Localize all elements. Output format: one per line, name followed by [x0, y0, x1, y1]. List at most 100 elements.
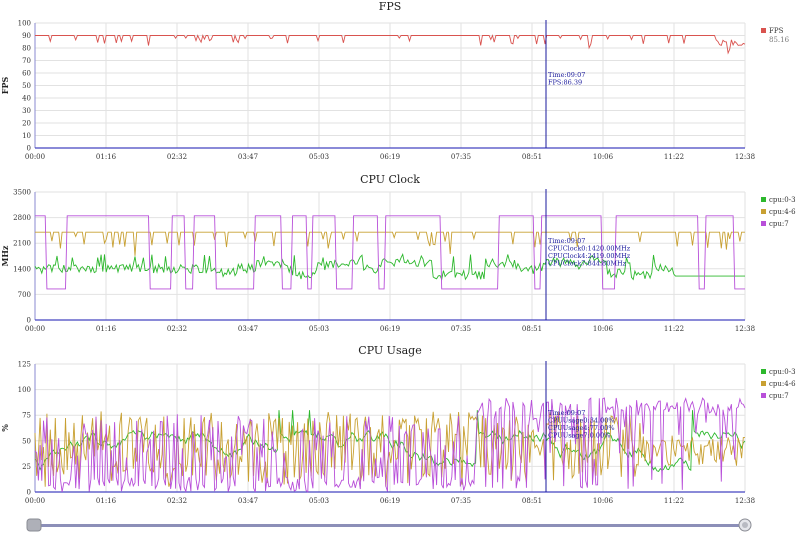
y-tick-label: 80: [22, 45, 31, 53]
legend-label: cpu:0-3: [769, 368, 796, 376]
cursor-readout-line: Time:09:07: [548, 237, 585, 245]
legend-swatch[interactable]: [761, 393, 766, 398]
chart-title: CPU Usage: [358, 344, 421, 357]
x-tick-label: 02:32: [167, 153, 187, 161]
x-tick-label: 10:06: [593, 497, 614, 505]
x-tick-label: 05:03: [309, 497, 329, 505]
y-tick-label: 3500: [13, 189, 31, 197]
cursor-readout-line: CPUUsage7:0.00%: [548, 432, 610, 440]
y-tick-label: 700: [18, 291, 31, 299]
y-tick-label: 0: [27, 145, 31, 153]
x-tick-label: 01:16: [96, 497, 117, 505]
y-tick-label: 2100: [13, 240, 31, 248]
x-tick-label: 05:03: [309, 325, 329, 333]
legend-label: cpu:4-6: [769, 380, 796, 388]
x-tick-label: 11:22: [664, 153, 684, 161]
x-tick-label: 12:38: [735, 497, 755, 505]
legend-swatch[interactable]: [761, 197, 766, 202]
y-tick-label: 100: [18, 20, 31, 28]
chart-panel-cpu-clock: CPU Clock 0 700 1400 2100 2800 3500 00:00 01:16 0…: [0, 173, 796, 333]
x-tick-label: 06:19: [380, 325, 400, 333]
x-tick-label: 05:03: [309, 153, 329, 161]
legend-swatch[interactable]: [761, 381, 766, 386]
x-tick-label: 00:00: [25, 325, 45, 333]
y-tick-label: 0: [27, 489, 31, 497]
x-tick-label: 08:51: [522, 325, 542, 333]
cursor-readout-line: CPUClock7:844.80MHz: [548, 260, 627, 268]
legend-label: cpu:4-6: [769, 208, 796, 216]
y-tick-label: 90: [22, 32, 31, 40]
cursor-readout-line: Time:09:07: [548, 409, 585, 417]
y-tick-label: 40: [22, 95, 31, 103]
legend-swatch[interactable]: [761, 28, 766, 33]
y-tick-label: 30: [22, 107, 31, 115]
x-tick-label: 08:51: [522, 497, 542, 505]
y-tick-label: 0: [27, 317, 31, 325]
slider-end-handle-grip: [742, 522, 748, 528]
series-line-cpu-4-6: [35, 231, 745, 256]
slider-start-handle[interactable]: [26, 518, 42, 532]
legend-label: cpu:0-3: [769, 196, 796, 204]
series-line-FPS: [35, 33, 746, 55]
chart-title: FPS: [379, 0, 402, 13]
chart-title: CPU Clock: [360, 173, 420, 186]
x-tick-label: 07:35: [451, 153, 471, 161]
y-tick-label: 1400: [13, 265, 31, 273]
y-tick-label: 10: [22, 132, 31, 140]
cursor-readout-line: CPUClock0:1420.00MHz: [548, 245, 631, 253]
x-tick-label: 07:35: [451, 497, 471, 505]
cursor-readout-line: CPUUsage4:77.00%: [548, 424, 615, 432]
legend-label: cpu:7: [769, 392, 789, 400]
cursor-readout-line: CPUClock4:2419.00MHz: [548, 252, 631, 260]
x-tick-label: 03:47: [238, 325, 258, 333]
series-line-cpu-7: [34, 397, 746, 494]
y-axis-label: FPS: [0, 77, 10, 95]
y-tick-label: 60: [22, 70, 31, 78]
chart-panel-cpu-usage: CPU Usage 0 25 50 75 100 125 00:00 01:16 02:32 03:…: [0, 344, 796, 505]
x-tick-label: 10:06: [593, 325, 614, 333]
legend-swatch[interactable]: [761, 209, 766, 214]
x-tick-label: 03:47: [238, 497, 258, 505]
x-tick-label: 11:22: [664, 325, 684, 333]
x-tick-label: 01:16: [96, 325, 117, 333]
gridlines: [34, 191, 746, 321]
slider-track[interactable]: [31, 524, 749, 527]
x-tick-label: 03:47: [238, 153, 258, 161]
y-axis-label: MHz: [0, 245, 10, 266]
x-tick-label: 06:19: [380, 497, 400, 505]
x-tick-label: 02:32: [167, 325, 187, 333]
timeline-slider[interactable]: [26, 518, 752, 532]
y-tick-label: 50: [22, 437, 31, 445]
x-tick-label: 00:00: [25, 497, 45, 505]
x-tick-label: 01:16: [96, 153, 117, 161]
y-tick-label: 20: [22, 120, 31, 128]
legend-swatch[interactable]: [761, 369, 766, 374]
x-tick-label: 10:06: [593, 153, 614, 161]
chart-panel-fps: FPS 0 10 20 30 40 50 60 70 80 90 100 00:00 01:16 02:32…: [0, 0, 790, 161]
y-tick-label: 2800: [13, 214, 31, 222]
cursor-readout-line: FPS:86.39: [548, 79, 582, 87]
y-tick-label: 75: [22, 412, 31, 420]
y-tick-label: 125: [18, 361, 31, 369]
x-tick-label: 07:35: [451, 325, 471, 333]
x-tick-label: 00:00: [25, 153, 45, 161]
x-tick-label: 06:19: [380, 153, 400, 161]
y-tick-label: 25: [22, 463, 31, 471]
series-line-cpu-7: [35, 215, 745, 290]
cursor-readout-line: CPUUsage0:34.00%: [548, 417, 615, 425]
legend-label: FPS: [769, 27, 784, 35]
series-line-cpu-0-3: [34, 253, 745, 282]
y-tick-label: 50: [22, 82, 31, 90]
legend-label: cpu:7: [769, 220, 789, 228]
y-tick-label: 70: [22, 57, 31, 65]
gridlines: [34, 22, 746, 149]
x-tick-label: 12:38: [735, 325, 755, 333]
y-tick-label: 100: [18, 386, 31, 394]
x-tick-label: 02:32: [167, 497, 187, 505]
x-tick-label: 08:51: [522, 153, 542, 161]
legend-swatch[interactable]: [761, 221, 766, 226]
x-tick-label: 11:22: [664, 497, 684, 505]
x-tick-label: 12:38: [735, 153, 755, 161]
cursor-readout-line: Time:09:07: [548, 71, 585, 79]
